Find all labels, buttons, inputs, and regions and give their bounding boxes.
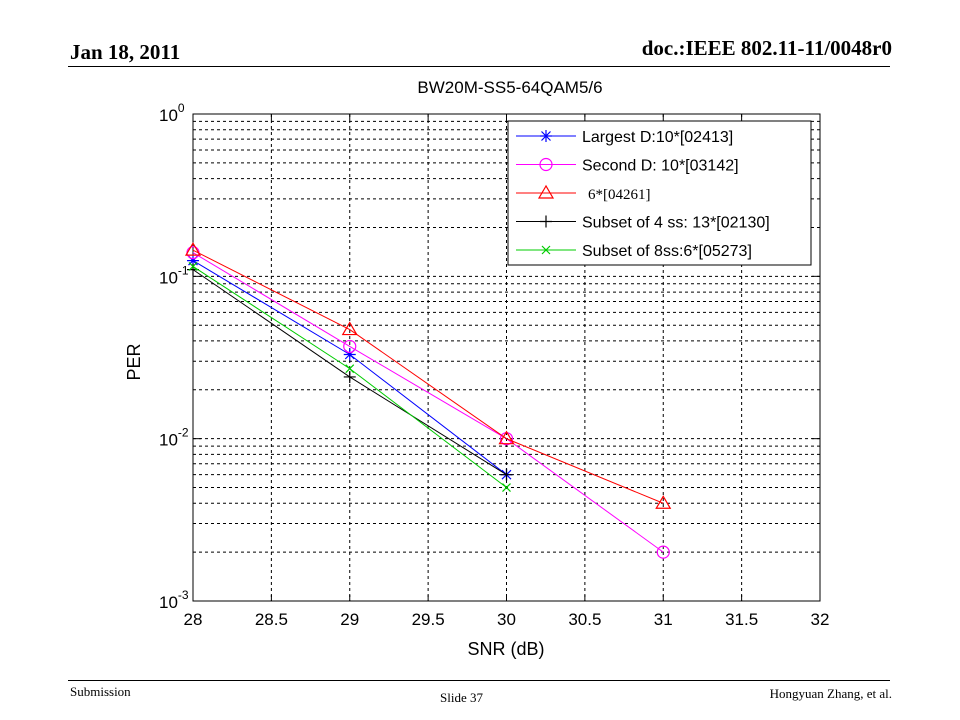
- x-tick-label: 28: [184, 610, 203, 629]
- x-tick-label: 31.5: [725, 610, 758, 629]
- legend-label: Subset of 8ss:6*[05273]: [582, 243, 752, 260]
- data-point: [655, 495, 672, 509]
- document-id: doc.:IEEE 802.11-11/0048r0: [641, 36, 892, 60]
- x-axis-label: SNR (dB): [467, 639, 544, 659]
- legend-marker: [539, 157, 553, 172]
- y-tick-label: 10-2: [159, 426, 189, 450]
- slide-number: Slide 37: [440, 690, 483, 705]
- legend-marker: [540, 215, 552, 228]
- legend-label: Second D: 10*[03142]: [582, 158, 739, 175]
- x-axis-ticks: 28 28.5 29 29.5 30 30.5 31 31.5 32: [184, 114, 830, 629]
- legend-label: Largest D:10*[02413]: [582, 129, 733, 146]
- y-tick-label: 10-1: [159, 263, 189, 287]
- series-5: [188, 262, 511, 492]
- legend-label: Subset of 4 ss: 13*[02130]: [582, 215, 770, 232]
- x-tick-label: 32: [811, 610, 830, 629]
- y-axis-label: PER: [124, 343, 144, 380]
- chart-title: BW20M-SS5-64QAM5/6: [417, 78, 602, 97]
- data-point: [184, 241, 202, 256]
- y-tick-label: 100: [159, 101, 185, 125]
- data-point: [343, 339, 357, 354]
- slide-date: Jan 18, 2011: [70, 40, 181, 64]
- x-tick-label: 30.5: [568, 610, 601, 629]
- data-point: [341, 321, 358, 336]
- data-point: [343, 348, 356, 361]
- y-tick-label: 10-3: [159, 588, 189, 612]
- data-point: [343, 370, 356, 383]
- series-line: [192, 252, 664, 553]
- data-point: [345, 364, 355, 374]
- y-axis-ticks: 100 10-1 10-2 10-3: [159, 101, 820, 612]
- series-3: [184, 241, 672, 509]
- legend-marker: [541, 245, 551, 255]
- x-tick-label: 29: [340, 610, 359, 629]
- data-point: [498, 430, 515, 445]
- legend-label: 6*[04261]: [588, 187, 651, 203]
- data-point: [188, 262, 198, 271]
- series-4: [187, 263, 513, 481]
- legend-marker: [537, 184, 555, 199]
- legend-marker: [540, 130, 552, 142]
- footer-divider: [68, 680, 890, 681]
- data-point: [502, 483, 511, 492]
- data-point: [656, 545, 670, 559]
- header-divider: [68, 66, 890, 67]
- x-tick-label: 28.5: [255, 610, 288, 629]
- data-point: [187, 254, 199, 267]
- legend: Largest D:10*[02413] Second D: 10*[03142]…: [507, 120, 812, 266]
- x-tick-label: 31: [654, 610, 673, 629]
- x-tick-label: 29.5: [412, 610, 445, 629]
- legend-box: [507, 120, 812, 266]
- series-layer: [184, 241, 672, 559]
- data-point: [500, 468, 513, 481]
- footer-author: Hongyuan Zhang, et al.: [769, 686, 892, 701]
- footer-submission: Submission: [70, 684, 131, 699]
- series-line: [192, 249, 664, 504]
- x-tick-label: 30: [497, 610, 516, 629]
